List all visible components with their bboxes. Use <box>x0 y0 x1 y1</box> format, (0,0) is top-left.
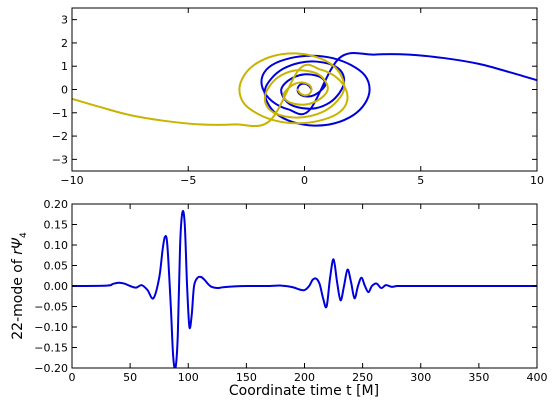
waveform-y-label-sub: 4 <box>19 232 29 238</box>
orbit-y-tick-label: 0 <box>61 84 68 97</box>
waveform-x-axis-label: Coordinate time t [M] <box>229 383 379 399</box>
orbit-y-tick-label: −1 <box>52 107 68 120</box>
waveform-tick-labels: 0 50 100 150 200 250 300 350 400 −0.20 −0.15 −0.10 −… <box>34 198 547 384</box>
waveform-x-tick-label: 250 <box>352 371 373 384</box>
orbit-series-line-1 <box>260 52 537 127</box>
orbit-y-tick-label: −3 <box>52 153 68 166</box>
waveform-y-tick-label: −0.05 <box>34 301 68 314</box>
orbit-series-group <box>72 52 537 127</box>
waveform-y-axis-label: 22-mode of rΨ4 <box>10 232 29 340</box>
waveform-x-tick-label: 200 <box>294 371 315 384</box>
waveform-plot-frame <box>71 203 538 369</box>
orbit-x-tick-label: −5 <box>180 174 196 187</box>
waveform-y-tick-label: 0.05 <box>44 260 69 273</box>
waveform-y-tick-label: 0.15 <box>44 219 69 232</box>
waveform-y-label-prefix: 22-mode of <box>10 255 26 340</box>
orbit-y-tick-label: −2 <box>52 130 68 143</box>
waveform-y-tick-label: 0.10 <box>44 239 69 252</box>
waveform-x-tick-label: 50 <box>123 371 137 384</box>
orbit-x-tick-label: 0 <box>301 174 308 187</box>
orbit-series-line-2 <box>72 52 349 127</box>
waveform-y-tick-label: 0.00 <box>44 280 69 293</box>
waveform-series-group <box>72 209 537 368</box>
orbit-ticks <box>71 8 538 171</box>
waveform-x-tick-label: 400 <box>527 371 548 384</box>
waveform-x-tick-label: 150 <box>236 371 257 384</box>
waveform-x-tick-label: 300 <box>410 371 431 384</box>
waveform-y-tick-label: −0.15 <box>34 342 68 355</box>
waveform-x-tick-label: 0 <box>69 371 76 384</box>
orbit-y-tick-label: 1 <box>61 60 68 73</box>
orbit-x-tick-label: −10 <box>60 174 83 187</box>
waveform-x-tick-label: 100 <box>178 371 199 384</box>
orbit-y-tick-label: 2 <box>61 37 68 50</box>
waveform-y-tick-label: −0.10 <box>34 321 68 334</box>
orbit-x-tick-label: 10 <box>530 174 544 187</box>
waveform-x-tick-label: 350 <box>468 371 489 384</box>
waveform-y-tick-label: −0.20 <box>34 362 68 375</box>
orbit-x-tick-label: 5 <box>417 174 424 187</box>
waveform-y-label-math: rΨ <box>10 237 26 255</box>
waveform-chart: 0 50 100 150 200 250 300 350 400 −0.20 −0.15 −0.10 −… <box>10 198 548 399</box>
waveform-series-line-1 <box>72 209 537 368</box>
orbit-plot-frame <box>71 7 538 172</box>
waveform-y-tick-label: 0.20 <box>44 198 69 211</box>
orbit-y-tick-label: 3 <box>61 14 68 27</box>
